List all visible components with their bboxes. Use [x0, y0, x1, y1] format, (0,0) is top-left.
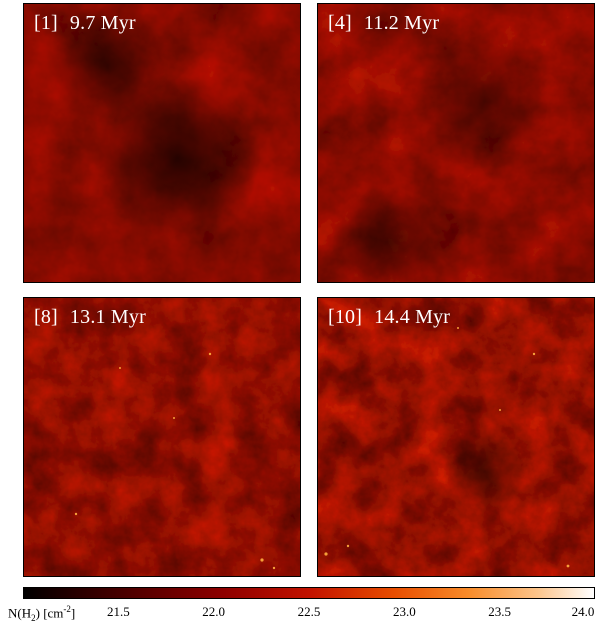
density-map-image — [318, 4, 594, 282]
colorbar — [23, 587, 595, 599]
colorbar-label: N(H2) [cm-2] — [8, 604, 76, 623]
density-map-image — [24, 4, 300, 282]
colorbar-tick-label: 24.0 — [571, 604, 595, 619]
snapshot-index: [8] — [34, 306, 58, 328]
snapshot-time: 14.4 Myr — [374, 306, 451, 328]
snapshot-time: 11.2 Myr — [363, 12, 440, 34]
density-map-panel-1: [1] 9.7 Myr — [23, 3, 301, 283]
colorbar-tick-label: 22.0 — [202, 604, 226, 619]
snapshot-time: 9.7 Myr — [69, 12, 136, 34]
panel-label: [4] 11.2 Myr — [328, 12, 439, 35]
density-map-image — [318, 298, 594, 576]
snapshot-index: [1] — [34, 12, 58, 34]
density-map-panel-10: [10] 14.4 Myr — [317, 297, 595, 577]
colorbar-tick-label: 23.5 — [488, 604, 512, 619]
panel-label: [10] 14.4 Myr — [328, 306, 450, 329]
density-map-panel-8: [8] 13.1 Myr — [23, 297, 301, 577]
panel-label: [8] 13.1 Myr — [34, 306, 146, 329]
colorbar-tick-label: 23.0 — [392, 604, 416, 619]
colorbar-tick-label: 21.5 — [106, 604, 130, 619]
density-map-panel-4: [4] 11.2 Myr — [317, 3, 595, 283]
panel-label: [1] 9.7 Myr — [34, 12, 136, 35]
snapshot-index: [10] — [328, 306, 363, 328]
snapshot-time: 13.1 Myr — [69, 306, 146, 328]
snapshot-index: [4] — [328, 12, 352, 34]
density-map-image — [24, 298, 300, 576]
colorbar-tick-label: 22.5 — [297, 604, 321, 619]
